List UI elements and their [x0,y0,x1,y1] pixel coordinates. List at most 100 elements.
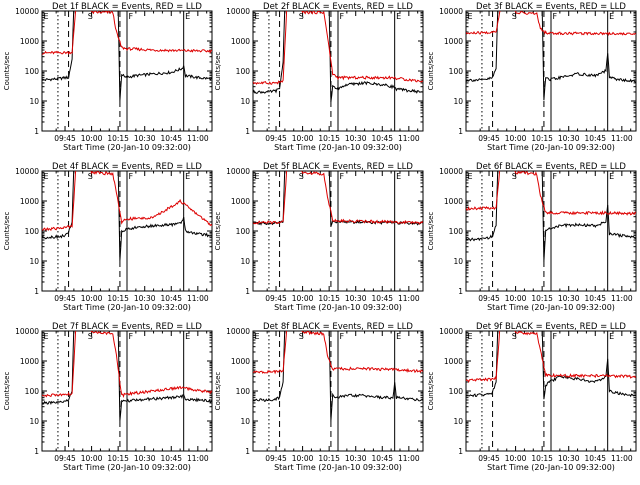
x-tick-label: 10:45 [371,294,393,303]
marker-label: F [129,172,134,181]
x-axis-label: Start Time (20-Jan-10 09:32:00) [487,463,615,472]
panel-9: Det 9f BLACK = Events, RED = LLD 1 10 100 10… [427,322,637,472]
marker-label: F [129,332,134,341]
marker-label: E [255,12,260,21]
marker-label: E [468,12,473,21]
x-tick-label: 09:45 [265,454,287,463]
panel-3: Det 3f BLACK = Events, RED = LLD 1 10 100 10… [427,2,637,152]
events-series-line [466,331,636,400]
x-tick-label: 10:30 [134,134,156,143]
marker-label: S [299,172,304,181]
y-axis-label: Counts/sec [427,52,435,91]
x-tick-label: 10:00 [292,134,314,143]
panel-title: Det 2f BLACK = Events, RED = LLD [263,2,413,12]
x-tick-label: 10:00 [81,294,103,303]
lld-series-line [42,331,212,398]
x-tick-label: 09:45 [54,134,76,143]
y-tick-label: 10000 [15,7,39,16]
x-tick-label: 10:15 [531,454,553,463]
x-tick-label: 09:45 [478,294,500,303]
x-tick-label: 10:30 [134,454,156,463]
x-axis-label: Start Time (20-Jan-10 09:32:00) [487,143,615,152]
marker-label: S [512,332,517,341]
x-tick-label: 10:30 [558,454,580,463]
y-tick-label: 10 [240,97,250,106]
marker-label: F [129,12,134,21]
marker-label: S [88,12,93,21]
panel-8: Det 8f BLACK = Events, RED = LLD 1 10 100 10… [214,322,424,472]
marker-label: F [553,12,558,21]
y-tick-label: 100 [449,67,464,76]
x-axis-label: Start Time (20-Jan-10 09:32:00) [63,143,191,152]
x-tick-label: 10:00 [505,134,527,143]
lld-series-line [42,11,212,55]
x-tick-label: 10:45 [160,294,182,303]
y-tick-label: 100 [449,387,464,396]
marker-label: E [185,12,190,21]
y-axis-label: Counts/sec [3,52,11,91]
y-tick-label: 10 [29,417,39,426]
events-series-line [42,171,212,262]
x-tick-label: 10:15 [531,134,553,143]
panel-title: Det 6f BLACK = Events, RED = LLD [476,162,626,172]
marker-label: E [255,332,260,341]
panel-7: Det 7f BLACK = Events, RED = LLD 1 10 100 10… [3,322,213,472]
marker-label: S [299,332,304,341]
y-tick-label: 100 [25,227,40,236]
x-tick-label: 10:45 [371,454,393,463]
marker-label: E [609,12,614,21]
y-tick-label: 1000 [20,357,39,366]
x-tick-label: 10:30 [345,294,367,303]
y-tick-label: 100 [449,227,464,236]
panel-title: Det 5f BLACK = Events, RED = LLD [263,162,413,172]
x-axis-label: Start Time (20-Jan-10 09:32:00) [63,303,191,312]
x-tick-label: 10:45 [584,294,606,303]
marker-label: E [396,172,401,181]
y-axis-label: Counts/sec [214,212,222,251]
x-tick-label: 10:30 [558,134,580,143]
x-tick-label: 10:15 [318,134,340,143]
y-tick-label: 1 [245,127,250,136]
marker-label: F [553,172,558,181]
x-tick-label: 10:30 [134,294,156,303]
x-tick-label: 10:15 [107,134,129,143]
lld-series-line [253,331,423,375]
x-tick-label: 11:00 [611,454,633,463]
marker-label: E [609,332,614,341]
y-tick-label: 1000 [444,357,463,366]
y-tick-label: 1000 [231,197,250,206]
x-tick-label: 10:45 [584,454,606,463]
y-tick-label: 10 [453,417,463,426]
y-tick-label: 10 [29,257,39,266]
y-tick-label: 100 [236,387,251,396]
marker-label: E [609,172,614,181]
x-tick-label: 11:00 [187,134,209,143]
marker-label: E [185,172,190,181]
x-tick-label: 10:15 [318,294,340,303]
y-tick-label: 1000 [231,37,250,46]
marker-label: E [185,332,190,341]
y-tick-label: 10000 [15,167,39,176]
y-tick-label: 1 [458,287,463,296]
y-tick-label: 1 [34,287,39,296]
panel-title: Det 1f BLACK = Events, RED = LLD [52,2,202,12]
x-tick-label: 10:00 [81,454,103,463]
x-axis-label: Start Time (20-Jan-10 09:32:00) [274,463,402,472]
x-tick-label: 10:30 [345,454,367,463]
panel-2: Det 2f BLACK = Events, RED = LLD 1 10 100 10… [214,2,424,152]
panel-title: Det 3f BLACK = Events, RED = LLD [476,2,626,12]
y-tick-label: 10000 [439,167,463,176]
x-tick-label: 11:00 [611,134,633,143]
y-tick-label: 10 [453,97,463,106]
marker-label: S [88,172,93,181]
y-tick-label: 1 [458,127,463,136]
y-tick-label: 10000 [226,7,250,16]
marker-label: E [255,172,260,181]
x-axis-label: Start Time (20-Jan-10 09:32:00) [63,463,191,472]
x-tick-label: 10:30 [558,294,580,303]
x-tick-label: 10:45 [160,454,182,463]
y-tick-label: 100 [236,227,251,236]
y-tick-label: 1000 [20,197,39,206]
x-axis-label: Start Time (20-Jan-10 09:32:00) [274,303,402,312]
